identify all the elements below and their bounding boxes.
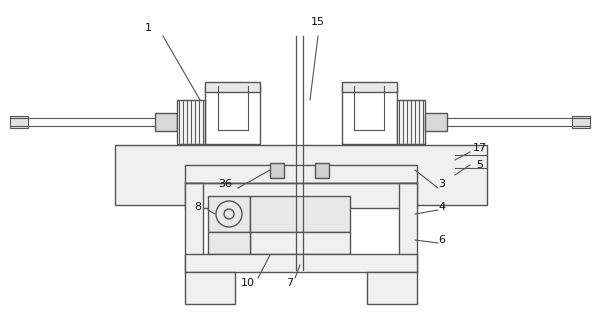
Text: 10: 10 xyxy=(241,278,255,288)
Bar xyxy=(342,82,397,92)
Text: 8: 8 xyxy=(194,202,202,212)
Text: 3: 3 xyxy=(438,179,445,189)
Bar xyxy=(177,100,205,144)
Text: 6: 6 xyxy=(438,235,445,245)
Bar xyxy=(342,86,397,144)
Bar xyxy=(185,183,203,273)
Bar xyxy=(367,272,417,304)
Text: 36: 36 xyxy=(218,179,232,189)
Bar xyxy=(270,163,284,178)
Text: 1: 1 xyxy=(144,23,152,33)
Bar xyxy=(208,196,250,232)
Text: 15: 15 xyxy=(311,17,325,27)
Bar xyxy=(10,116,28,128)
Bar xyxy=(155,113,177,131)
Bar xyxy=(208,232,250,254)
Bar xyxy=(185,272,235,304)
Bar xyxy=(205,82,260,92)
Bar xyxy=(399,183,417,273)
Bar xyxy=(250,196,350,232)
Bar xyxy=(425,113,447,131)
Bar xyxy=(205,86,260,144)
Text: 7: 7 xyxy=(287,278,294,288)
Bar xyxy=(185,165,417,183)
Bar xyxy=(185,183,417,208)
Bar xyxy=(315,163,329,178)
Text: 17: 17 xyxy=(473,143,487,153)
Text: 5: 5 xyxy=(477,160,483,170)
Bar xyxy=(115,145,487,205)
Bar xyxy=(572,116,590,128)
Bar xyxy=(397,100,425,144)
Bar xyxy=(250,232,350,254)
Text: 4: 4 xyxy=(438,202,445,212)
Bar xyxy=(185,254,417,272)
